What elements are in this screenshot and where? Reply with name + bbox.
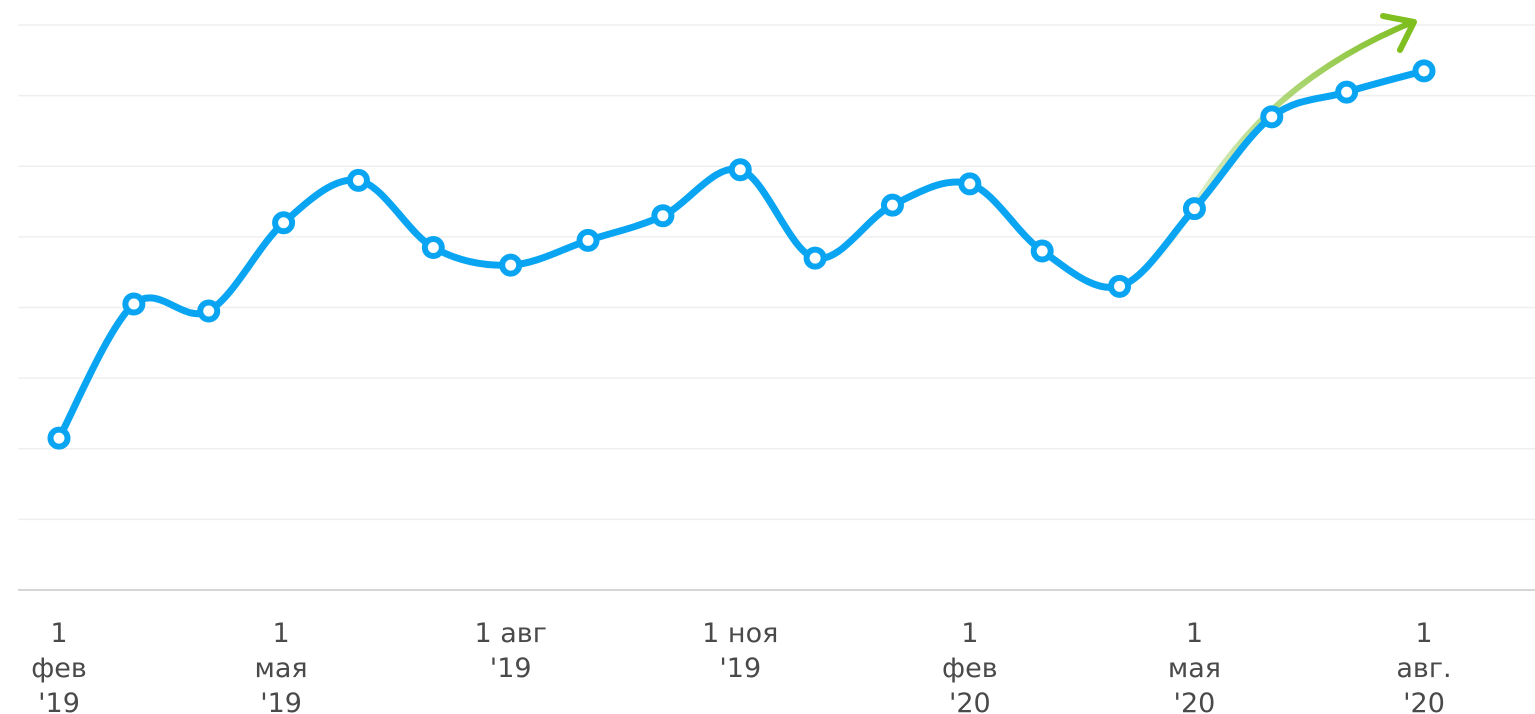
x-tick-label: 1 фев '19 (31, 618, 87, 714)
data-point (421, 235, 445, 259)
x-tick-label-line: 1 (961, 618, 978, 649)
data-point (197, 299, 221, 323)
x-tick-label-line: '20 (1174, 688, 1216, 714)
data-point (1412, 59, 1436, 83)
x-tick-label-line: 1 авг (474, 618, 546, 649)
x-tick-label-line: 1 (272, 618, 289, 649)
x-tick-label-line: '19 (38, 688, 80, 714)
trend-arrow (1149, 13, 1417, 270)
x-tick-label: 1 фев '20 (942, 618, 998, 714)
data-point (122, 292, 146, 316)
data-point (47, 426, 71, 450)
data-point (1108, 274, 1132, 298)
x-tick-label-line: 1 (50, 618, 67, 649)
x-tick-label: 1 ноя '19 (702, 618, 778, 684)
data-point (728, 158, 752, 182)
x-tick-label-line: 1 ноя (702, 618, 778, 649)
data-point (576, 228, 600, 252)
x-tick-label-line: '19 (719, 653, 761, 684)
x-axis-tick-labels: 1 фев '19 1 мая '19 1 авг '19 1 ноя '19 1 фев '20 1 ма… (31, 618, 1451, 714)
series-points (47, 59, 1436, 450)
data-point (1182, 197, 1206, 221)
x-tick-label-line: мая (255, 653, 308, 684)
x-tick-label-line: фев (31, 653, 87, 684)
data-point (1335, 80, 1359, 104)
grid-lines (18, 24, 1535, 591)
data-point (958, 172, 982, 196)
series-line-path (55, 67, 1428, 442)
x-tick-label: 1 авг. '20 (1396, 618, 1451, 714)
x-tick-label: 1 мая '19 (255, 618, 308, 714)
x-tick-label-line: '19 (260, 688, 302, 714)
x-tick-label-line: мая (1168, 653, 1221, 684)
x-tick-label: 1 мая '20 (1168, 618, 1221, 714)
x-tick-label-line: '19 (490, 653, 532, 684)
trend-arrow-shaft (1149, 21, 1411, 270)
series-line (55, 67, 1428, 442)
x-tick-label-line: авг. (1396, 653, 1451, 684)
x-tick-label-line: 1 (1415, 618, 1432, 649)
data-point (499, 253, 523, 277)
data-point (803, 246, 827, 270)
data-point (1260, 105, 1284, 129)
data-point (346, 168, 370, 192)
trend-arrow-head (1380, 13, 1417, 53)
x-tick-label-line: '20 (949, 688, 991, 714)
data-point (880, 193, 904, 217)
x-tick-label-line: '20 (1403, 688, 1445, 714)
x-tick-label: 1 авг '19 (474, 618, 546, 684)
x-tick-label-line: фев (942, 653, 998, 684)
data-point (272, 211, 296, 235)
data-point (651, 204, 675, 228)
x-tick-label-line: 1 (1186, 618, 1203, 649)
data-point (1030, 239, 1054, 263)
